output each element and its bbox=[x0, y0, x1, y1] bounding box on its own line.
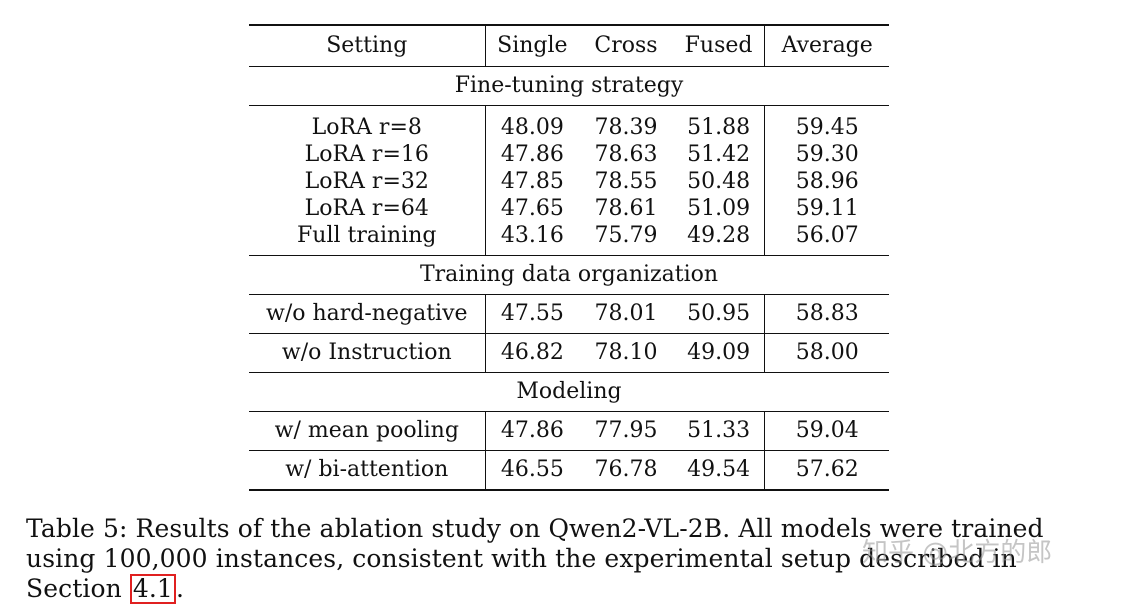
cell-cross: 75.79 bbox=[594, 223, 658, 248]
section-reference-link[interactable]: 4.1 bbox=[129, 574, 176, 604]
cell-average: 58.96 bbox=[764, 168, 889, 195]
header-single: Single bbox=[484, 24, 580, 67]
section-heading: Modeling bbox=[249, 372, 889, 412]
cell-average: 58.00 bbox=[764, 333, 889, 373]
table-row: LoRA r=16 47.86 78.63 51.42 59.30 bbox=[249, 141, 889, 168]
cell-setting: Full training bbox=[297, 223, 437, 248]
cell-fused: 51.33 bbox=[672, 411, 765, 451]
cell-setting: w/o hard-negative bbox=[249, 294, 486, 334]
section-title-modeling: Modeling bbox=[249, 372, 889, 412]
cell-cross: 78.10 bbox=[579, 333, 673, 373]
table-row: LoRA r=32 47.85 78.55 50.48 58.96 bbox=[249, 168, 889, 195]
cell-setting: LoRA r=64 bbox=[304, 196, 429, 221]
cell-single: 46.82 bbox=[484, 333, 580, 373]
cell-fused: 50.48 bbox=[687, 169, 751, 194]
cell-average: 59.04 bbox=[764, 411, 889, 451]
cell-setting: w/ mean pooling bbox=[249, 411, 486, 451]
cell-average: 59.30 bbox=[764, 141, 889, 168]
cell-single: 47.85 bbox=[484, 168, 580, 195]
cell-cross: 78.39 bbox=[579, 105, 673, 141]
cell-setting: w/o Instruction bbox=[249, 333, 486, 373]
table-row: w/ mean pooling 47.86 77.95 51.33 59.04 bbox=[249, 411, 889, 451]
header-setting: Setting bbox=[249, 24, 486, 67]
cell-setting: LoRA r=16 bbox=[304, 142, 429, 167]
cell-fused: 50.95 bbox=[672, 294, 765, 334]
table-row: Full training 43.16 75.79 49.28 56.07 bbox=[249, 222, 889, 256]
cell-cross: 78.01 bbox=[579, 294, 673, 334]
cell-fused: 51.88 bbox=[672, 105, 765, 141]
table-row: w/o Instruction 46.82 78.10 49.09 58.00 bbox=[249, 333, 889, 373]
table-row: LoRA r=64 47.65 78.61 51.09 59.11 bbox=[249, 195, 889, 222]
caption-text: Table 5: Results of the ablation study o… bbox=[26, 514, 1044, 603]
section-title-finetuning: Fine-tuning strategy bbox=[249, 66, 889, 106]
cell-single: 48.09 bbox=[484, 105, 580, 141]
header-cross: Cross bbox=[579, 24, 673, 67]
table-row: w/ bi-attention 46.55 76.78 49.54 57.62 bbox=[249, 450, 889, 491]
table-row: w/o hard-negative 47.55 78.01 50.95 58.8… bbox=[249, 294, 889, 334]
cell-average: 58.83 bbox=[764, 294, 889, 334]
cell-cross: 78.63 bbox=[594, 142, 658, 167]
cell-single: 47.86 bbox=[484, 141, 580, 168]
cell-average: 59.11 bbox=[764, 195, 889, 222]
cell-fused: 49.09 bbox=[672, 333, 765, 373]
table-header-row: Setting Single Cross Fused Average bbox=[249, 24, 889, 67]
header-fused: Fused bbox=[672, 24, 765, 67]
table-caption: Table 5: Results of the ablation study o… bbox=[26, 514, 1116, 604]
section-heading: Training data organization bbox=[249, 255, 889, 295]
cell-setting: LoRA r=8 bbox=[249, 105, 486, 141]
cell-fused: 51.42 bbox=[687, 142, 751, 167]
section-heading: Fine-tuning strategy bbox=[249, 66, 889, 106]
cell-single: 47.55 bbox=[484, 294, 580, 334]
section-title-training-data: Training data organization bbox=[249, 255, 889, 295]
cell-single: 43.16 bbox=[484, 222, 580, 256]
cell-cross: 77.95 bbox=[579, 411, 673, 451]
cell-setting: LoRA r=32 bbox=[304, 169, 429, 194]
cell-fused: 49.54 bbox=[672, 450, 765, 491]
caption-end: . bbox=[175, 574, 184, 603]
cell-average: 59.45 bbox=[764, 105, 889, 141]
cell-fused: 51.09 bbox=[687, 196, 751, 221]
cell-cross: 76.78 bbox=[579, 450, 673, 491]
table-row: LoRA r=8 48.09 78.39 51.88 59.45 bbox=[249, 105, 889, 141]
cell-single: 47.65 bbox=[484, 195, 580, 222]
cell-fused: 49.28 bbox=[687, 223, 751, 248]
cell-average: 57.62 bbox=[764, 450, 889, 491]
cell-setting: w/ bi-attention bbox=[249, 450, 486, 491]
header-average: Average bbox=[764, 24, 889, 67]
cell-single: 47.86 bbox=[484, 411, 580, 451]
cell-single: 46.55 bbox=[484, 450, 580, 491]
cell-cross: 78.55 bbox=[594, 169, 658, 194]
cell-cross: 78.61 bbox=[594, 196, 658, 221]
ablation-table: Setting Single Cross Fused Average Fine-… bbox=[249, 24, 889, 491]
cell-average: 56.07 bbox=[764, 222, 889, 256]
